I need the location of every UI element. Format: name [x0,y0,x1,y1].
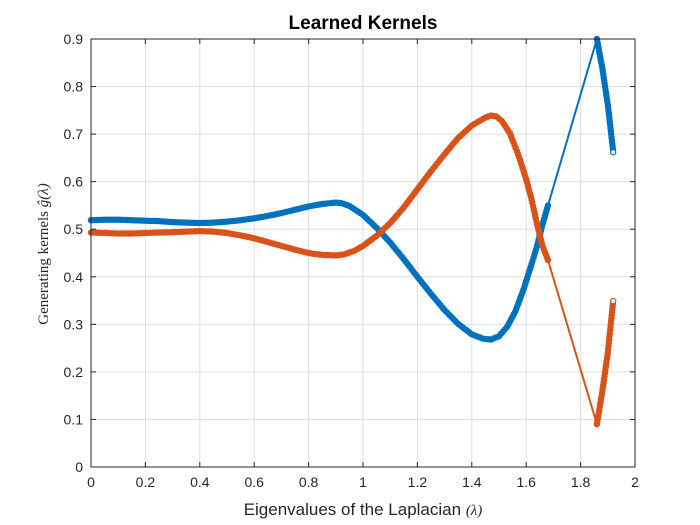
axes [90,38,636,468]
series-1 [87,35,617,343]
series-1-point [610,148,617,156]
x-tick-label: 0 [87,474,95,490]
y-tick-label: 0 [75,459,83,475]
y-tick-label: 0.2 [64,364,84,380]
x-tick-label: 0.2 [136,474,156,490]
x-tick-label: 0.4 [190,474,210,490]
x-tick-label: 1 [359,474,367,490]
x-tick-label: 0.6 [244,474,264,490]
y-tick-label: 0.8 [64,79,84,95]
x-axis-label-symbol: (λ) [466,503,483,519]
x-tick-label: 1.2 [408,474,428,490]
chart-title: Learned Kernels [289,13,438,34]
series-2 [87,112,617,428]
x-tick-labels: 0 0.2 0.4 0.6 0.8 1 1.2 1.4 1.6 1.8 2 [87,474,639,490]
series-layer [87,35,617,428]
y-tick-label: 0.6 [64,174,84,190]
y-tick-label: 0.5 [64,221,84,237]
series-2-point [610,297,617,305]
x-axis-label-text: Eigenvalues of the Laplacian [244,500,461,519]
y-tick-label: 0.9 [64,31,84,47]
x-axis-label: Eigenvalues of the Laplacian (λ) [244,500,483,519]
x-tick-label: 2 [631,474,639,490]
y-tick-label: 0.7 [64,126,84,142]
axes-box [90,38,636,468]
y-axis-label: Generating kernels ĝ(λ) [36,183,52,324]
y-axis-label-text: Generating kernels [36,211,52,325]
x-tick-label: 1.8 [571,474,591,490]
x-tick-label: 0.8 [299,474,319,490]
x-tick-label: 1.6 [516,474,536,490]
y-axis-label-symbol: ĝ(λ) [36,183,52,207]
y-tick-label: 0.3 [64,316,84,332]
series-2-point [544,256,552,264]
y-tick-label: 0.4 [64,269,84,285]
y-tick-label: 0.1 [64,411,84,427]
y-tick-labels: 0 0.1 0.2 0.3 0.4 0.5 0.6 0.7 0.8 0.9 [64,31,84,475]
series-1-point [544,202,552,209]
x-tick-label: 1.4 [462,474,482,490]
